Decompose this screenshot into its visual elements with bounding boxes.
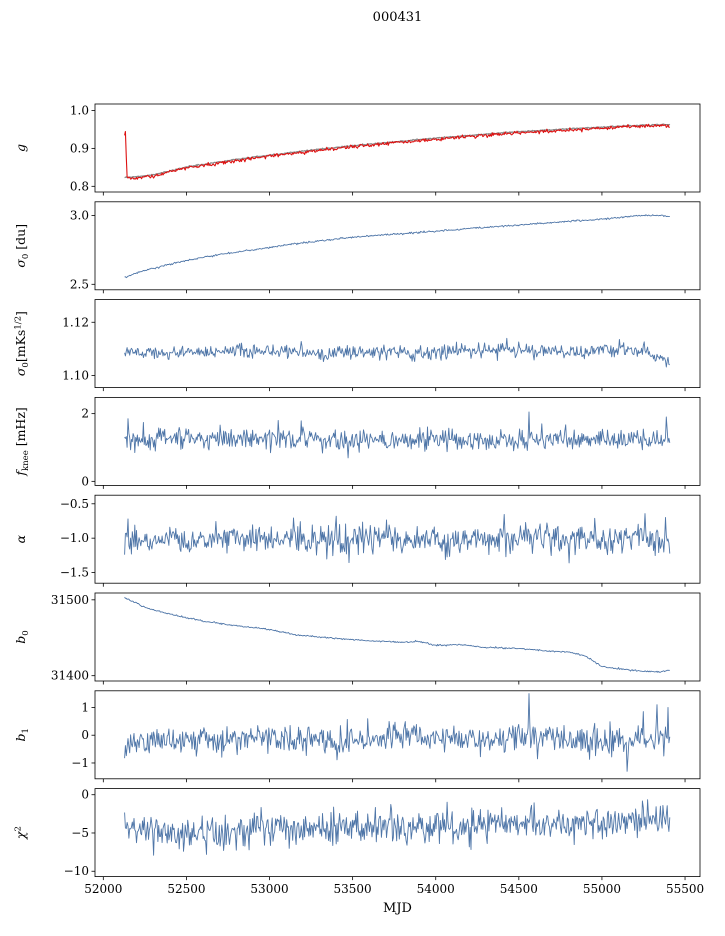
subplot-sigma0-mks: 1.12 1.10 σ0[mKs1/2] (13, 299, 701, 392)
subplot-b0: 31500 31400 b0 (13, 592, 701, 685)
subplot-alpha: −0.5 −1.0 −1.5 α (13, 494, 701, 587)
y-tick-label: 0 (81, 728, 89, 742)
figure-title: 000431 (372, 10, 423, 25)
series-chi2-values (124, 799, 671, 856)
subplot-f-knee: 2 0 fknee [mHz] (13, 396, 701, 489)
series-g-model (124, 123, 671, 179)
y-tick-label: 0.8 (70, 179, 89, 193)
y-tick-label: −0.5 (60, 497, 89, 511)
x-tick-label: 52000 (84, 882, 122, 896)
y-tick-label: 0 (81, 474, 89, 488)
x-axis-label: MJD (383, 901, 412, 916)
axes-frame (94, 690, 701, 780)
axes-frame (94, 201, 701, 291)
axes-frame (94, 592, 701, 682)
y-axis-label-f-knee: fknee [mHz] (13, 407, 31, 476)
y-axis-label-sigma0-mks: σ0[mKs1/2] (13, 311, 31, 376)
y-axis-label-chi2: χ2 (13, 826, 28, 840)
x-tick-label: 53000 (250, 882, 288, 896)
y-tick-label: 2.5 (70, 277, 89, 291)
y-tick-label: 1.0 (70, 103, 89, 117)
y-tick-label: 1.12 (62, 315, 89, 329)
y-tick-label: 31400 (51, 669, 89, 683)
y-tick-label: 31500 (51, 593, 89, 607)
series-f-knee-values (124, 411, 671, 459)
subplot-g: 1.0 0.9 0.8 g (13, 103, 701, 196)
series-sigma0-mks-values (124, 337, 670, 368)
y-tick-label: −1 (71, 756, 89, 770)
subplot-sigma0-du: 3.0 2.5 σ0 [du] (13, 201, 701, 294)
axes-frame (94, 396, 701, 486)
y-tick-label: 3.0 (70, 209, 89, 223)
x-tick-label: 54500 (500, 882, 538, 896)
y-axis-label-b0: b0 (13, 630, 31, 643)
axes-frame (94, 494, 701, 584)
y-tick-label: 0 (81, 788, 89, 802)
y-tick-label: −5 (71, 826, 89, 840)
y-tick-label: 0.9 (70, 141, 89, 155)
x-tick-label: 52500 (167, 882, 205, 896)
subplot-b1: 1 0 −1 b1 (13, 690, 701, 783)
y-tick-label: −1.0 (60, 531, 89, 545)
x-tick-label: 55000 (583, 882, 621, 896)
x-tick-label: 54000 (417, 882, 455, 896)
axes-frame (94, 299, 701, 389)
subplot-chi2: 52000 52500 53000 53500 54000 54500 55000 55500… (13, 788, 704, 896)
y-tick-label: −10 (64, 864, 89, 878)
series-b0-values (124, 596, 670, 673)
y-tick-label: −1.5 (60, 566, 89, 580)
y-tick-label: 2 (81, 407, 89, 421)
series-alpha-values (124, 513, 671, 564)
series-b1-values (124, 693, 671, 772)
y-tick-label: 1 (81, 700, 89, 714)
y-tick-label: 1.10 (62, 369, 89, 383)
x-tick-label: 55500 (666, 882, 704, 896)
x-tick-label: 53500 (334, 882, 372, 896)
y-axis-label-g: g (13, 144, 28, 152)
axes-frame (94, 103, 701, 193)
y-axis-label-alpha: α (13, 534, 28, 543)
series-g-fit (124, 123, 670, 180)
series-sigma0-du-values (124, 214, 670, 279)
y-axis-label-sigma0-du: σ0 [du] (13, 224, 31, 268)
y-axis-label-b1: b1 (13, 728, 31, 741)
